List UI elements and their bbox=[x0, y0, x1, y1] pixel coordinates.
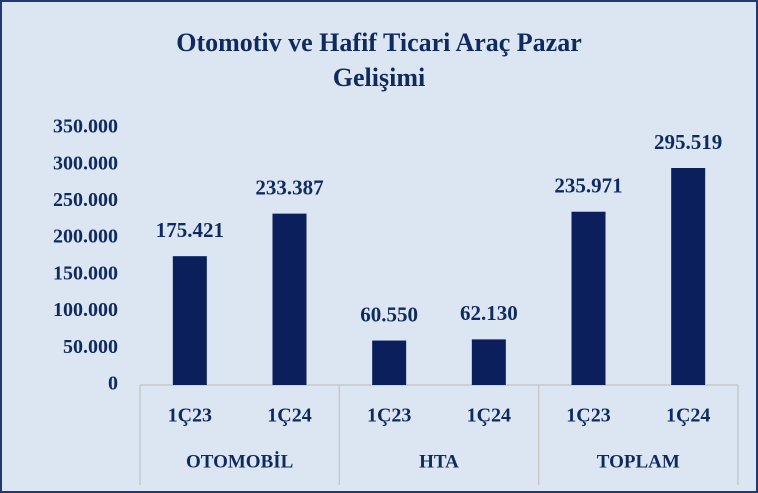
y-tick-label: 50.000 bbox=[63, 336, 118, 358]
y-tick-label: 350.000 bbox=[53, 116, 118, 138]
x-tick-label: 1Ç23 bbox=[168, 405, 212, 427]
y-tick-label: 300.000 bbox=[53, 152, 118, 174]
value-label: 175.421 bbox=[156, 218, 224, 242]
y-tick-label: 100.000 bbox=[53, 299, 118, 321]
y-tick-label: 200.000 bbox=[53, 226, 118, 248]
value-label: 60.550 bbox=[360, 302, 418, 326]
bar bbox=[272, 213, 307, 385]
group-label: OTOMOBİL bbox=[186, 451, 293, 472]
value-label: 235.971 bbox=[554, 174, 622, 198]
group-label: HTA bbox=[419, 451, 459, 472]
x-tick-label: 1Ç23 bbox=[367, 405, 411, 427]
group-label: TOPLAM bbox=[597, 451, 680, 472]
bar bbox=[671, 168, 706, 385]
y-tick-label: 250.000 bbox=[53, 189, 118, 211]
x-tick-label: 1Ç24 bbox=[467, 405, 511, 427]
value-label: 62.130 bbox=[460, 301, 518, 325]
bar bbox=[172, 256, 207, 385]
x-tick-label: 1Ç24 bbox=[267, 405, 311, 427]
bar bbox=[571, 211, 606, 385]
x-tick-label: 1Ç23 bbox=[566, 405, 610, 427]
value-label: 233.387 bbox=[255, 175, 323, 199]
value-label: 295.519 bbox=[654, 130, 722, 154]
bar bbox=[372, 340, 407, 385]
bar bbox=[471, 339, 506, 385]
chart-title: Otomotiv ve Hafif Ticari Araç Pazar bbox=[176, 28, 582, 57]
y-tick-label: 150.000 bbox=[53, 262, 118, 284]
x-tick-label: 1Ç24 bbox=[666, 405, 710, 427]
y-tick-label: 0 bbox=[108, 373, 118, 395]
chart-title: Gelişimi bbox=[333, 63, 425, 92]
